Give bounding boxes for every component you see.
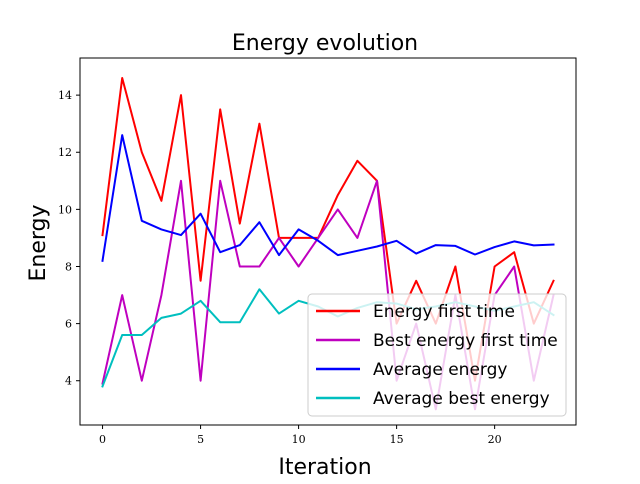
chart-title: Energy evolution	[232, 31, 418, 56]
y-axis-label: Energy	[26, 204, 51, 281]
plot-frame	[79, 57, 577, 426]
y-tick-label: 12	[58, 146, 72, 159]
x-tick-label: 0	[99, 433, 106, 446]
legend-box	[307, 293, 567, 417]
legend-label-2: Average energy	[373, 360, 507, 380]
y-tick-label: 14	[58, 89, 72, 102]
x-tick-label: 5	[197, 433, 204, 446]
legend-label-0: Energy first time	[373, 302, 515, 322]
legend-label-1: Best energy first time	[373, 331, 558, 351]
series-line-2	[101, 134, 555, 262]
x-tick-label: 10	[292, 433, 306, 446]
legend-items: Energy first time Best energy first time A…	[316, 302, 558, 409]
y-tick-label: 8	[65, 260, 72, 273]
y-tick-label: 4	[65, 375, 72, 388]
ticks-layer: 0 5 10 15 20 4 6 8 10 12 14	[58, 89, 502, 446]
y-tick-label: 6	[65, 318, 72, 331]
legend-label-3: Average best energy	[373, 389, 550, 409]
legend: Energy first time Best energy first time A…	[307, 293, 567, 417]
x-axis-label: Iteration	[278, 455, 371, 480]
x-tick-label: 20	[488, 433, 502, 446]
x-tick-label: 15	[390, 433, 404, 446]
y-tick-label: 10	[58, 203, 72, 216]
